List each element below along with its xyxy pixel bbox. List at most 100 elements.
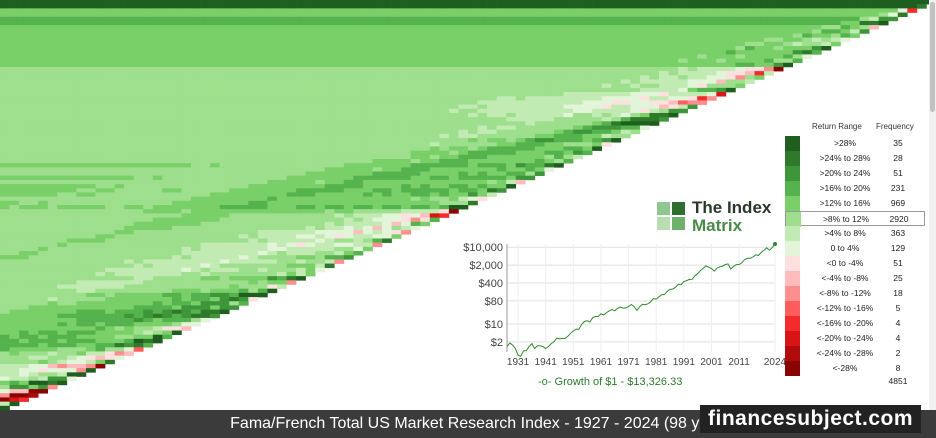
matrix-cell	[248, 171, 259, 177]
matrix-cell	[171, 292, 182, 298]
scrollbar-thumb[interactable]	[930, 2, 935, 112]
matrix-cell	[353, 133, 364, 139]
matrix-cell	[878, 4, 889, 9]
matrix-cell	[324, 205, 335, 210]
matrix-cell	[162, 142, 173, 147]
matrix-cell	[458, 167, 469, 172]
matrix-cell	[191, 46, 201, 51]
matrix-cell	[181, 242, 192, 248]
matrix-cell	[38, 20, 49, 26]
matrix-cell	[458, 133, 469, 139]
matrix-cell	[238, 205, 249, 210]
matrix-cell	[181, 251, 192, 256]
matrix-cell	[114, 75, 125, 80]
matrix-cell	[391, 20, 402, 26]
matrix-cell	[38, 138, 49, 143]
matrix-cell	[95, 83, 106, 89]
matrix-cell	[19, 8, 29, 13]
matrix-cell	[219, 16, 230, 22]
matrix-cell	[105, 4, 115, 9]
matrix-cell	[773, 16, 784, 22]
matrix-cell	[783, 20, 794, 26]
matrix-cell	[76, 58, 87, 64]
matrix-cell	[439, 0, 450, 5]
matrix-cell	[296, 12, 306, 18]
matrix-cell	[152, 322, 163, 327]
matrix-cell	[305, 100, 316, 105]
matrix-cell	[496, 175, 507, 181]
matrix-cell	[210, 313, 220, 319]
matrix-cell	[515, 0, 526, 5]
matrix-cell	[869, 25, 879, 30]
matrix-cell	[143, 301, 154, 306]
matrix-cell	[515, 150, 526, 156]
matrix-cell	[735, 79, 746, 84]
matrix-cell	[124, 305, 135, 310]
matrix-cell	[401, 41, 411, 47]
matrix-cell	[353, 121, 364, 126]
matrix-cell	[324, 104, 335, 110]
scrollbar-track[interactable]	[929, 0, 936, 410]
matrix-cell	[448, 188, 459, 193]
matrix-cell	[133, 230, 144, 235]
matrix-cell	[200, 184, 211, 189]
legend-row: <-8% to -12% 18	[785, 286, 925, 301]
matrix-cell	[362, 184, 373, 189]
matrix-cell	[76, 368, 87, 373]
growth-legend[interactable]: -o- Growth of $1 - $13,326.33	[538, 376, 682, 388]
matrix-cell	[28, 217, 39, 223]
matrix-cell	[735, 62, 746, 68]
matrix-cell	[229, 288, 240, 294]
matrix-cell	[353, 16, 364, 22]
matrix-cell	[525, 46, 536, 51]
matrix-cell	[257, 96, 268, 101]
matrix-cell	[296, 100, 306, 105]
matrix-cell	[687, 87, 698, 93]
matrix-cell	[257, 163, 268, 168]
matrix-cell	[143, 246, 154, 252]
matrix-cell	[191, 133, 201, 139]
matrix-cell	[248, 8, 259, 13]
matrix-cell	[105, 92, 115, 97]
matrix-cell	[191, 158, 201, 164]
matrix-cell	[382, 171, 392, 177]
matrix-cell	[105, 246, 115, 252]
matrix-cell	[410, 146, 421, 151]
matrix-cell	[85, 4, 96, 9]
matrix-cell	[735, 29, 746, 34]
matrix-cell	[9, 163, 20, 168]
matrix-cell	[611, 8, 622, 13]
matrix-cell	[410, 100, 421, 105]
matrix-cell	[210, 117, 220, 122]
matrix-cell	[343, 163, 354, 168]
matrix-cell	[276, 230, 287, 235]
matrix-cell	[200, 297, 211, 302]
matrix-cell	[210, 171, 220, 177]
matrix-cell	[114, 8, 125, 13]
matrix-cell	[448, 66, 459, 72]
matrix-cell	[57, 234, 68, 239]
matrix-cell	[534, 71, 545, 76]
matrix-cell	[773, 33, 784, 38]
matrix-cell	[171, 112, 182, 118]
matrix-cell	[534, 167, 545, 172]
matrix-cell	[429, 158, 440, 164]
matrix-cell	[840, 33, 851, 38]
matrix-cell	[458, 46, 469, 51]
matrix-cell	[76, 234, 87, 239]
matrix-cell	[496, 108, 507, 114]
matrix-cell	[649, 4, 660, 9]
matrix-cell	[229, 221, 240, 227]
matrix-cell	[525, 33, 536, 38]
legend-swatch	[785, 361, 800, 376]
matrix-cell	[343, 25, 354, 30]
matrix-cell	[152, 16, 163, 22]
matrix-cell	[76, 167, 87, 172]
matrix-cell	[19, 351, 29, 356]
matrix-cell	[439, 175, 450, 181]
matrix-cell	[401, 33, 411, 38]
matrix-cell	[716, 66, 727, 72]
matrix-cell	[162, 171, 173, 177]
matrix-cell	[573, 79, 583, 84]
matrix-cell	[28, 87, 39, 93]
